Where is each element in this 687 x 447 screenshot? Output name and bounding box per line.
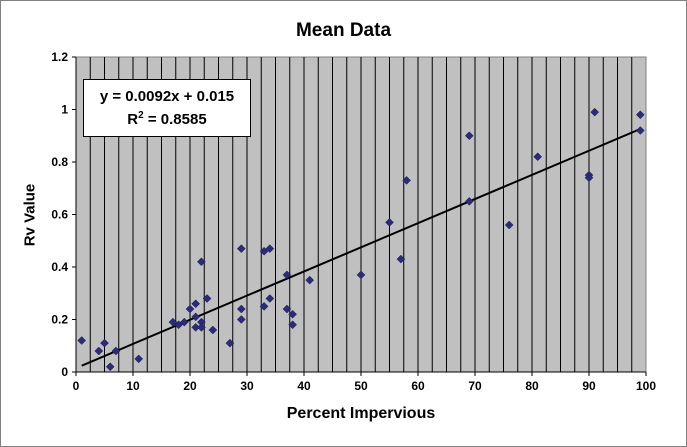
data-point bbox=[385, 218, 394, 227]
trendline-equation: y = 0.0092x + 0.015 bbox=[99, 88, 235, 105]
data-point bbox=[504, 220, 514, 230]
data-point bbox=[191, 312, 201, 322]
data-point bbox=[197, 323, 206, 332]
y-tick-label: 0.2 bbox=[51, 313, 68, 327]
trendline-layer bbox=[81, 128, 641, 367]
r-label: R bbox=[127, 111, 139, 128]
trendline-equation-box: y = 0.0092x + 0.015 R2 = 0.8585 bbox=[83, 79, 251, 137]
y-tick-label: 0 bbox=[61, 365, 68, 379]
data-point bbox=[236, 315, 246, 324]
data-point bbox=[191, 299, 201, 309]
data-point bbox=[105, 362, 115, 372]
x-tick-label: 60 bbox=[411, 379, 425, 393]
data-point bbox=[265, 244, 275, 253]
chart-title: Mean Data bbox=[295, 20, 392, 41]
data-point bbox=[77, 336, 87, 345]
data-point bbox=[356, 270, 366, 280]
x-tick-label: 40 bbox=[297, 379, 311, 393]
data-point bbox=[197, 257, 206, 267]
data-point bbox=[94, 346, 104, 356]
trendline bbox=[81, 128, 641, 367]
y-tick-label: 0.6 bbox=[51, 208, 68, 222]
data-points bbox=[77, 107, 645, 372]
data-point bbox=[288, 309, 297, 319]
data-point bbox=[282, 304, 292, 314]
x-axis-label: Percent Impervious bbox=[286, 405, 436, 422]
data-point bbox=[533, 152, 543, 162]
data-point bbox=[396, 254, 406, 264]
data-point bbox=[584, 173, 594, 183]
x-tick-label: 0 bbox=[73, 379, 80, 393]
x-tick-label: 80 bbox=[525, 379, 539, 393]
data-point bbox=[225, 338, 235, 348]
y-tick-label: 0.4 bbox=[51, 260, 68, 274]
data-point bbox=[100, 338, 109, 348]
data-point bbox=[288, 320, 297, 330]
y-tick-label: 0.8 bbox=[51, 155, 68, 169]
x-tick-label: 20 bbox=[183, 379, 197, 393]
y-tick-label: 1 bbox=[61, 103, 68, 117]
data-point bbox=[179, 317, 189, 327]
axes bbox=[72, 56, 647, 376]
data-point bbox=[134, 354, 144, 364]
data-point bbox=[202, 294, 212, 303]
data-point bbox=[236, 244, 246, 253]
data-point bbox=[464, 197, 474, 206]
x-tick-label: 90 bbox=[582, 379, 596, 393]
data-point bbox=[236, 304, 246, 314]
x-tick-label: 100 bbox=[636, 379, 656, 393]
r-squared-exponent: 2 bbox=[138, 110, 144, 121]
data-point bbox=[635, 110, 645, 120]
data-point bbox=[185, 304, 195, 314]
x-tick-label: 30 bbox=[240, 379, 254, 393]
data-point bbox=[259, 302, 269, 311]
data-point bbox=[590, 107, 600, 117]
x-tick-label: 50 bbox=[354, 379, 368, 393]
data-point bbox=[282, 270, 292, 280]
x-tick-label: 10 bbox=[126, 379, 140, 393]
r-squared-label: R2 = 0.8585 bbox=[84, 110, 250, 128]
y-axis-label: Rv Value bbox=[21, 183, 39, 247]
data-point bbox=[305, 275, 315, 285]
x-tick-label: 70 bbox=[468, 379, 482, 393]
tick-labels: 0 10 20 30 40 50 60 70 80 90 100 0 0.2 0.4 0.6 0.8 1 1.2 bbox=[51, 50, 656, 393]
data-point bbox=[191, 323, 201, 332]
data-point bbox=[111, 346, 121, 356]
data-point bbox=[635, 126, 645, 135]
data-point bbox=[464, 131, 474, 141]
data-point bbox=[265, 294, 275, 303]
data-point bbox=[208, 325, 218, 335]
r-squared-value: = 0.8585 bbox=[143, 111, 207, 128]
data-point bbox=[402, 176, 411, 185]
y-tick-label: 1.2 bbox=[51, 50, 68, 64]
